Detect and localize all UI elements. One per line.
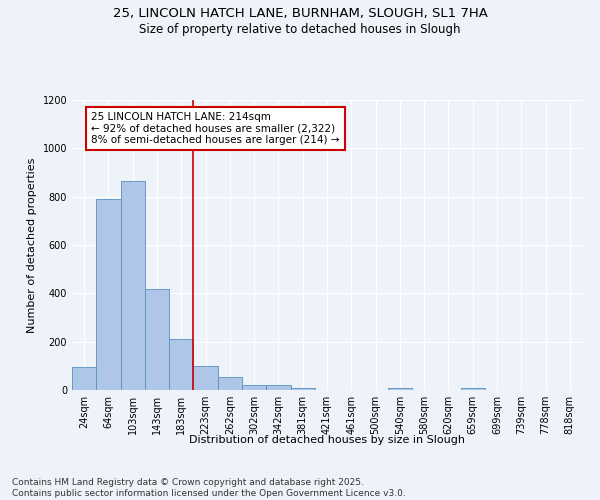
Bar: [121, 181, 145, 390]
Y-axis label: Number of detached properties: Number of detached properties: [27, 158, 37, 332]
Bar: [290, 388, 315, 390]
Text: Contains HM Land Registry data © Crown copyright and database right 2025.
Contai: Contains HM Land Registry data © Crown c…: [12, 478, 406, 498]
Bar: [72, 367, 96, 390]
Bar: [266, 385, 290, 390]
Bar: [461, 388, 485, 390]
Bar: [145, 288, 169, 390]
Bar: [242, 385, 266, 390]
Bar: [193, 366, 218, 390]
Bar: [218, 376, 242, 390]
Bar: [169, 339, 193, 390]
Bar: [388, 388, 412, 390]
Text: Distribution of detached houses by size in Slough: Distribution of detached houses by size …: [189, 435, 465, 445]
Text: 25, LINCOLN HATCH LANE, BURNHAM, SLOUGH, SL1 7HA: 25, LINCOLN HATCH LANE, BURNHAM, SLOUGH,…: [113, 8, 487, 20]
Text: 25 LINCOLN HATCH LANE: 214sqm
← 92% of detached houses are smaller (2,322)
8% of: 25 LINCOLN HATCH LANE: 214sqm ← 92% of d…: [91, 112, 340, 146]
Text: Size of property relative to detached houses in Slough: Size of property relative to detached ho…: [139, 22, 461, 36]
Bar: [96, 199, 121, 390]
